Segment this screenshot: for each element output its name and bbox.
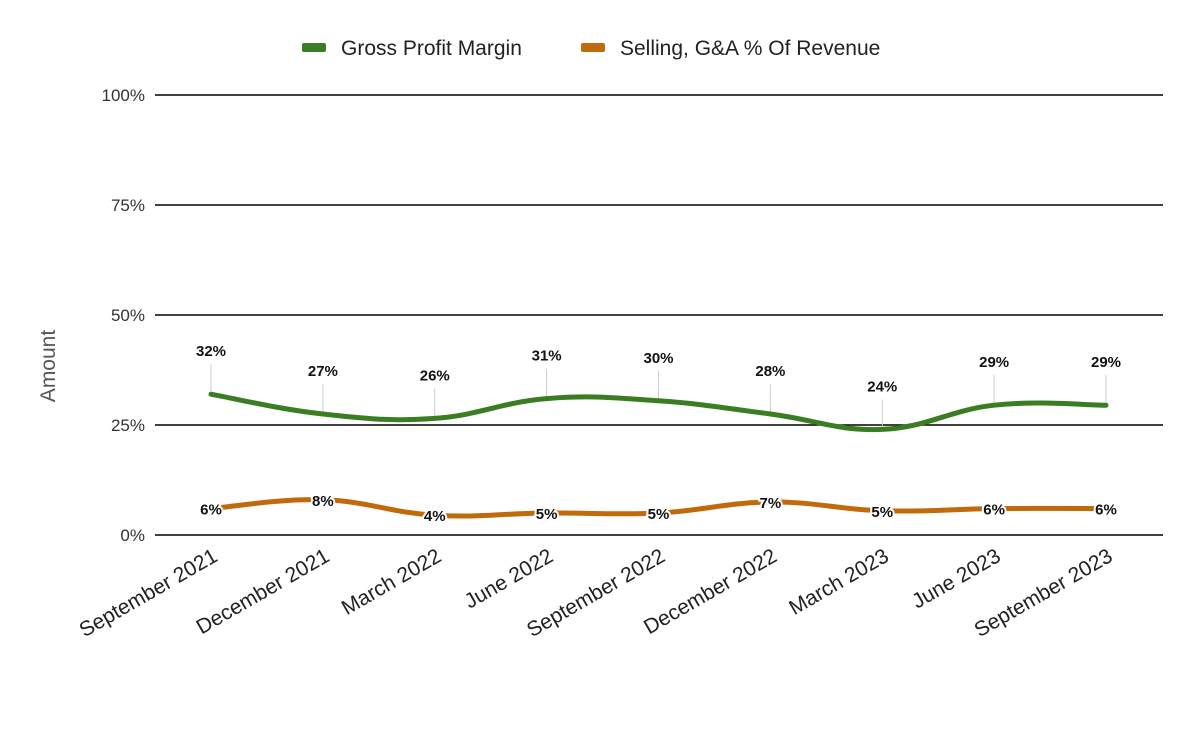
y-tick-label: 0% <box>120 526 145 545</box>
y-axis-ticks: 0% 25% 50% 75% 100% <box>102 86 145 545</box>
y-tick-label: 75% <box>111 196 145 215</box>
data-label: 7% <box>760 495 782 512</box>
legend-label: Selling, G&A % Of Revenue <box>620 37 880 60</box>
data-label: 4% <box>424 508 446 525</box>
data-label: 6% <box>200 502 222 519</box>
series-line-sga-percent <box>208 497 1109 519</box>
y-tick-label: 25% <box>111 416 145 435</box>
data-label: 8% <box>312 493 334 510</box>
x-tick-label: March 2022 <box>338 544 446 619</box>
y-tick-label: 50% <box>111 306 145 325</box>
data-label: 5% <box>536 506 558 523</box>
series-lines <box>208 391 1109 519</box>
x-tick-label: June 2022 <box>461 544 557 613</box>
data-label: 6% <box>983 502 1005 519</box>
data-label: 29% <box>979 354 1009 371</box>
data-labels: 32% 27% 26% 31% 30% 28% 24% 29% 29% 6% 8% 4% 5% 5% 7% 5… <box>196 343 1121 527</box>
series-line-gross-profit-margin <box>208 391 1109 433</box>
y-tick-label: 100% <box>102 86 145 105</box>
data-label: 32% <box>196 343 226 360</box>
label-leaders <box>210 364 1107 428</box>
data-label: 29% <box>1091 354 1121 371</box>
data-label: 31% <box>532 348 562 365</box>
data-label: 5% <box>871 504 893 521</box>
data-label: 5% <box>648 506 670 523</box>
data-label: 28% <box>755 363 785 380</box>
x-tick-label: March 2023 <box>785 544 893 619</box>
data-label: 24% <box>867 378 897 395</box>
x-tick-label: June 2023 <box>908 544 1004 613</box>
legend-swatch <box>302 43 326 52</box>
legend-label: Gross Profit Margin <box>341 37 522 60</box>
legend-swatch <box>581 43 605 52</box>
data-label: 27% <box>308 363 338 380</box>
data-label: 30% <box>643 350 673 367</box>
gridlines <box>155 94 1163 536</box>
legend: Gross Profit Margin Selling, G&A % Of Rev… <box>302 37 880 60</box>
y-axis-label: Amount <box>37 330 60 403</box>
data-label: 6% <box>1095 502 1117 519</box>
data-label: 26% <box>420 367 450 384</box>
